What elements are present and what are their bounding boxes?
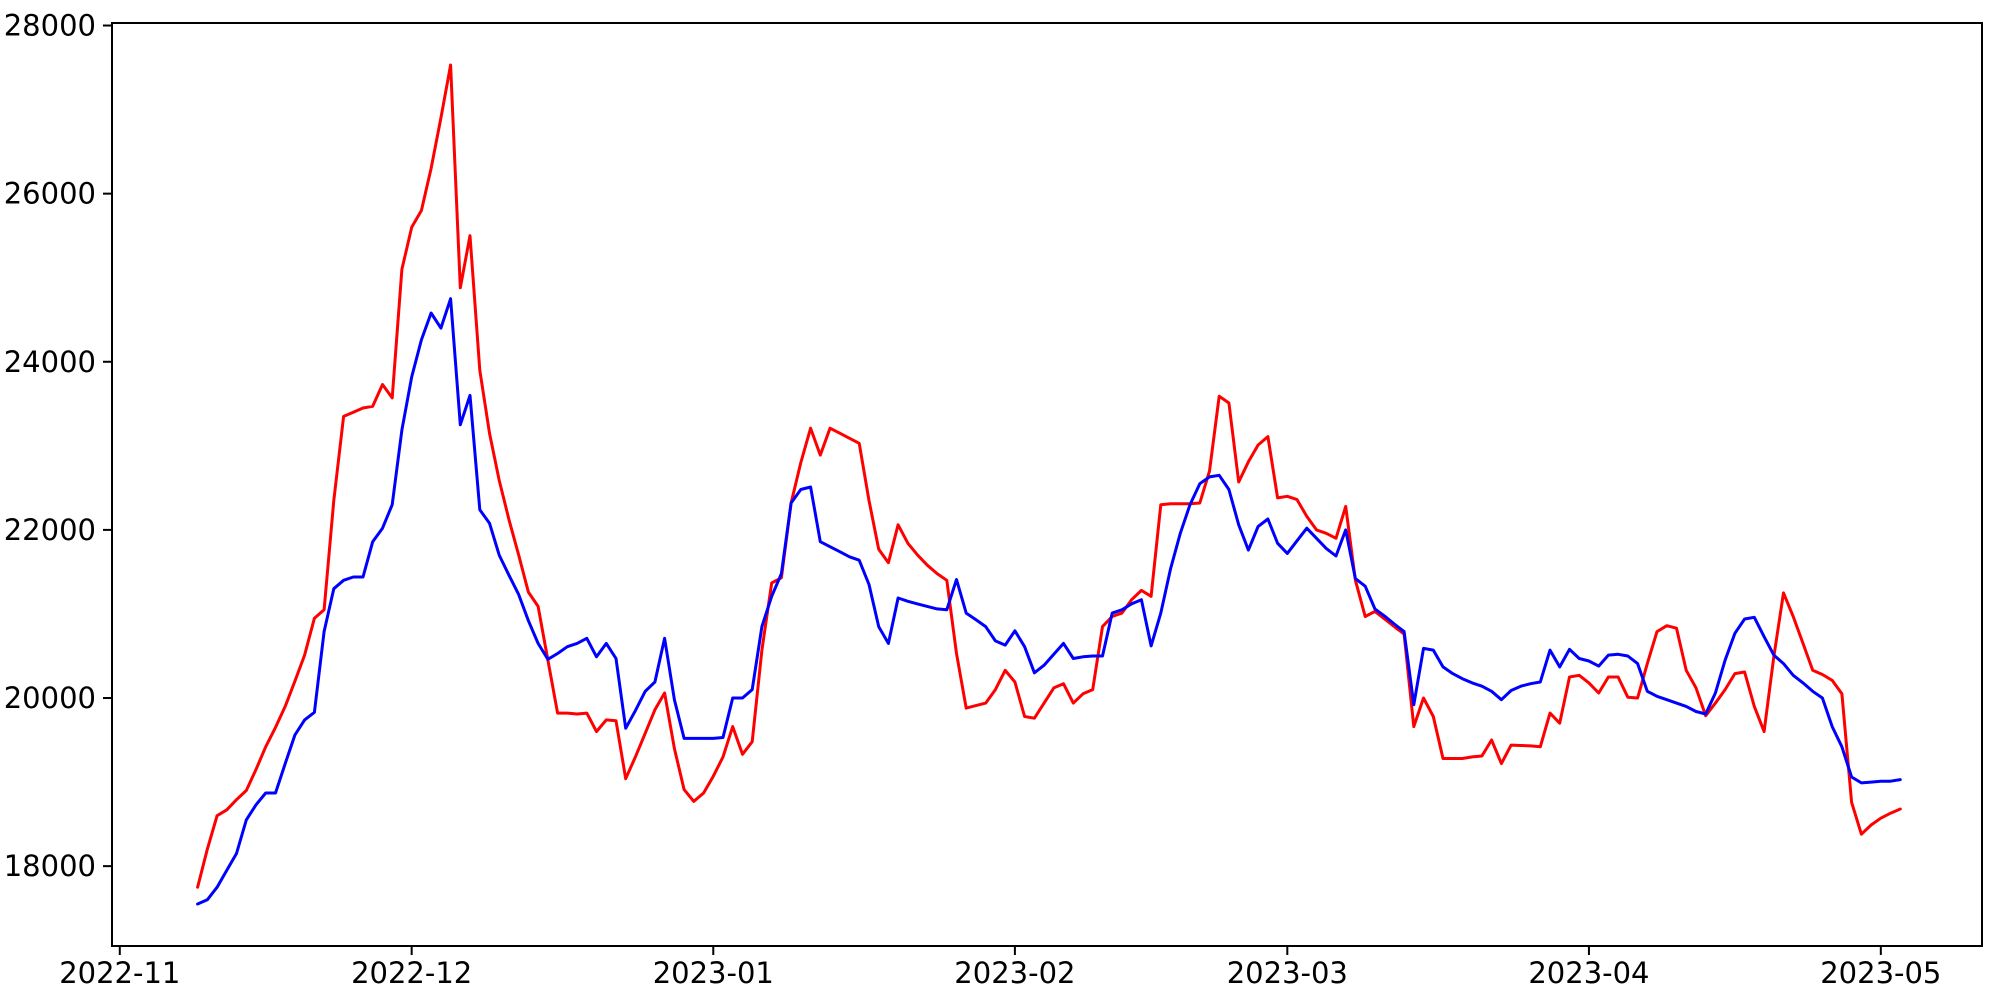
red-series-line [196,63,1902,889]
x-axis-tick-labels: 2022-11 2022-12 2023-01 2023-02 2023-03 2023-… [59,956,1941,990]
y-axis-tick-labels: 18000 20000 22000 24000 26000 28000 [4,9,96,884]
x-tick-label: 2022-11 [59,956,180,990]
x-tick-label: 2023-04 [1528,956,1649,990]
y-tick-label: 26000 [4,177,96,211]
y-tick-label: 24000 [4,345,96,379]
x-tick-label: 2022-12 [351,956,472,990]
y-tick-label: 28000 [4,9,96,43]
y-tick-label: 22000 [4,513,96,547]
y-axis-ticks [103,24,112,868]
blue-series-line [196,297,1902,906]
x-tick-label: 2023-02 [954,956,1075,990]
x-tick-label: 2023-03 [1227,956,1348,990]
y-tick-label: 18000 [4,849,96,883]
y-tick-label: 20000 [4,681,96,715]
x-tick-label: 2023-05 [1820,956,1941,990]
data-series [196,63,1902,906]
x-axis-ticks [118,946,1882,955]
plot-area-border [111,22,1983,947]
x-tick-label: 2023-01 [653,956,774,990]
